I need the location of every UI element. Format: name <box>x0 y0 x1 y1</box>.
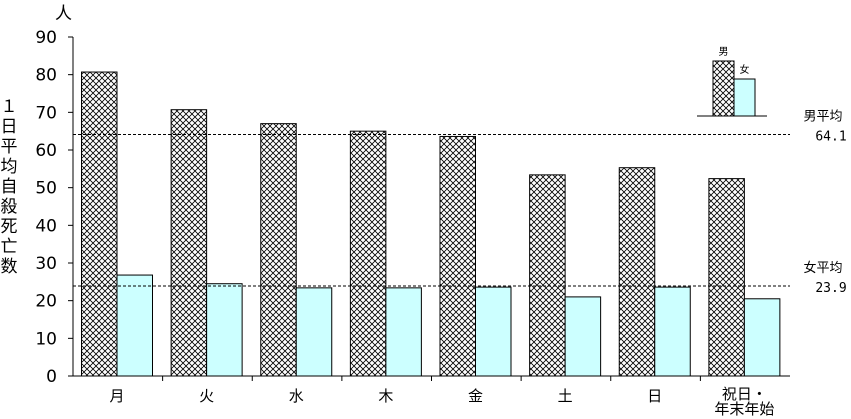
y-axis-label-char: 自 <box>1 177 18 197</box>
x-category-label: 月 <box>109 387 124 405</box>
legend-label: 男 <box>719 46 729 58</box>
bar-male <box>170 109 208 377</box>
y-axis-label-char: 殺 <box>1 197 18 217</box>
average-value: 64.1 <box>815 130 846 145</box>
bar-male <box>260 123 297 377</box>
bar-female <box>654 286 691 377</box>
bar-female <box>475 286 512 377</box>
y-tick-label: 40 <box>35 216 57 236</box>
y-axis-label-char: 日 <box>1 117 18 137</box>
y-tick-label: 60 <box>35 141 57 161</box>
bar-female <box>385 287 422 377</box>
average-label: 女平均 <box>803 260 842 276</box>
average-lines: 男平均 64.1 女平均 23.9 <box>73 110 847 296</box>
y-tick-label: 80 <box>35 66 57 86</box>
x-category-label: 祝日・ <box>722 385 767 403</box>
bar-male <box>349 130 387 377</box>
y-tick-label: 50 <box>35 179 57 199</box>
x-category-label: 木 <box>378 387 393 405</box>
average-value: 23.9 <box>815 281 846 296</box>
x-category-label: 金 <box>468 387 483 405</box>
y-axis-label-char: 数 <box>1 257 18 277</box>
x-category-label: 年末年始 <box>714 400 774 418</box>
bar-female <box>295 287 333 377</box>
y-axis-label-char: １ <box>1 97 18 117</box>
y-tick-label: 70 <box>35 103 57 123</box>
bar-male <box>81 71 118 377</box>
bar-male <box>439 135 476 377</box>
average-label: 男平均 <box>803 110 842 125</box>
y-ticks: 0 10 20 30 40 50 60 70 80 90 <box>35 28 73 387</box>
bar-female <box>743 298 781 377</box>
legend-label: 女 <box>740 63 750 76</box>
bar-male <box>529 174 566 377</box>
bar-female <box>116 274 153 377</box>
legend: 男女 <box>697 46 767 117</box>
x-category-label: 火 <box>199 387 214 405</box>
y-tick-label: 90 <box>35 28 57 48</box>
bar-male <box>618 167 656 377</box>
y-tick-label: 30 <box>35 254 57 274</box>
bar-female <box>206 283 243 377</box>
y-axis-label-char: 死 <box>1 217 18 237</box>
y-axis-label-char: 亡 <box>1 237 18 257</box>
y-tick-label: 20 <box>35 292 57 312</box>
x-category-label: 水 <box>289 387 304 405</box>
y-tick-label: 0 <box>46 367 57 387</box>
x-categories: 月 火 水 木 金 土 日 祝日・年末年始 <box>109 385 774 418</box>
y-axis-label-char: 均 <box>1 157 18 177</box>
y-tick-label: 10 <box>35 329 57 349</box>
bar-male <box>708 178 745 377</box>
unit-label: 人 <box>55 4 72 24</box>
legend-swatch-male <box>712 60 735 117</box>
bar-female <box>564 296 602 377</box>
legend-swatch-female <box>733 78 756 117</box>
x-category-label: 土 <box>558 387 573 405</box>
bars <box>81 71 781 377</box>
y-axis-label-char: 平 <box>1 137 18 157</box>
x-category-label: 日 <box>647 387 662 405</box>
